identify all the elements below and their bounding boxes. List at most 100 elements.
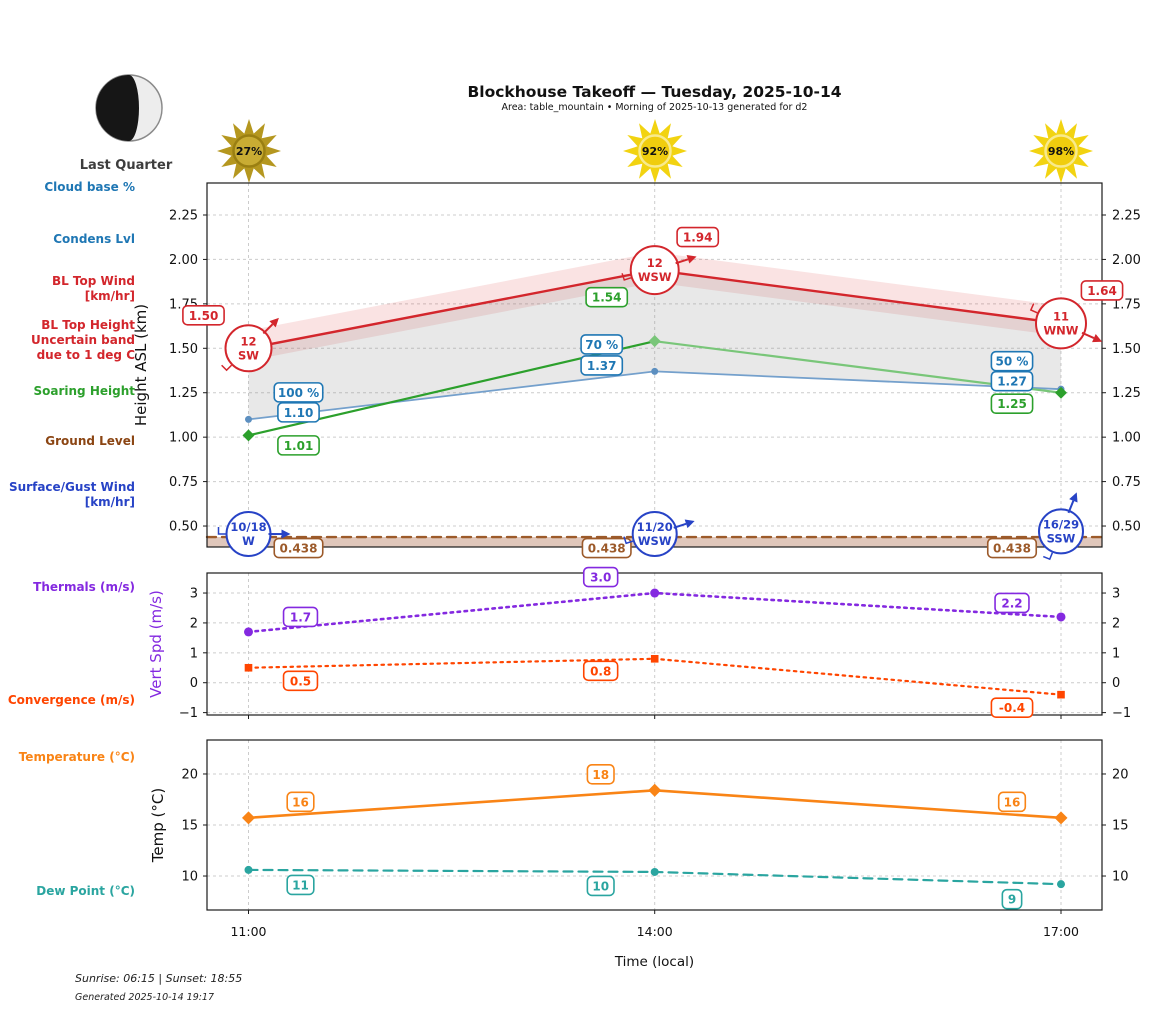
annotation-box-frame — [1001, 888, 1023, 910]
y-tick-label: 0 — [190, 676, 198, 691]
x-tick-label: 14:00 — [637, 924, 673, 939]
annotation-box: 0.438 — [581, 537, 632, 559]
wind-arrow-shaft — [262, 323, 274, 335]
moon-phase-icon — [90, 70, 168, 148]
marker-soaring-height — [648, 335, 661, 348]
annotation-box: 10 — [586, 875, 615, 897]
label-dew-point: Dew Point (°C) — [36, 884, 135, 898]
sun-percent: 98% — [1048, 145, 1074, 158]
y-tick-label: 1.25 — [169, 386, 198, 401]
y-tick-label: −1 — [1112, 706, 1131, 721]
annotation-box-frame — [1080, 280, 1124, 301]
label-ground-level: Ground Level — [45, 434, 135, 448]
marker-temperature — [242, 811, 255, 825]
marker-dew-point — [650, 867, 659, 876]
y-tick-label: 0 — [1112, 676, 1120, 691]
y-tick-label: 1.00 — [1112, 431, 1141, 446]
annotation-box-value: 0.438 — [993, 542, 1031, 556]
wind-arrow-head — [269, 317, 279, 328]
annotation-box-value: 50 % — [996, 355, 1029, 369]
y-tick-label: 20 — [181, 767, 198, 782]
annotation-box-frame — [990, 697, 1034, 718]
annotation-box-value: 70 % — [585, 338, 618, 352]
annotation-box-value: -0.4 — [999, 701, 1025, 715]
wind-arrow-head — [684, 519, 695, 529]
wind-tail — [1029, 303, 1038, 314]
marker-temperature — [1054, 811, 1068, 825]
annotation-box-value: 0.8 — [590, 664, 611, 678]
generated-timestamp: Generated 2025-10-14 19:17 — [75, 992, 215, 1003]
annotation-box-frame — [990, 393, 1034, 415]
annotation-box-value: 10 — [592, 879, 609, 893]
annotation-box-frame — [286, 874, 315, 896]
wind-speed-text: 11/20 — [637, 520, 673, 534]
annotation-box: 16 — [997, 791, 1027, 813]
marker-condens-lvl — [651, 367, 659, 375]
sun-core — [637, 134, 672, 168]
page-subtitle: Area: table_mountain • Morning of 2025-1… — [501, 102, 808, 113]
wind-tail — [217, 527, 226, 535]
x-tick-label: 11:00 — [230, 924, 266, 939]
y-tick-label: 3 — [190, 587, 198, 602]
annotation-box-value: 1.10 — [284, 406, 314, 420]
annotation-box-frame — [282, 670, 319, 692]
annotation-box-value: 0.438 — [588, 542, 626, 556]
annotation-box: 1.01 — [277, 435, 320, 456]
wind-arrow-shaft — [1067, 500, 1075, 514]
annotation-box-frame — [580, 355, 624, 376]
label-condens-lvl: Condens Lvl — [53, 232, 135, 246]
annotation-box-value: 18 — [592, 768, 609, 782]
sun-core — [1044, 134, 1078, 168]
annotation-box: 1.54 — [585, 286, 629, 308]
y-tick-label: 20 — [1112, 767, 1129, 782]
y-tick-label: 1.25 — [1112, 386, 1141, 401]
wind-circle-outline — [629, 245, 680, 296]
sun-percent: 27% — [235, 145, 261, 158]
sun-icon-17:00: 98% — [1029, 119, 1093, 183]
annotation-box-frame — [990, 370, 1034, 392]
annotation-box: 100 % — [273, 382, 324, 403]
y-tick-label: 2 — [190, 616, 198, 631]
y-tick-label: 0.50 — [1112, 520, 1141, 535]
annotation-box: 1.27 — [990, 370, 1034, 392]
label-temperature: Temperature (°C) — [18, 750, 135, 764]
annotation-box-frame — [273, 382, 324, 403]
y-tick-label: 0.75 — [169, 475, 198, 490]
wind-circle-outline — [631, 511, 678, 558]
wind-circle: 10/18W — [217, 511, 291, 558]
annotation-box: -0.4 — [990, 697, 1034, 718]
annotation-box-frame — [182, 304, 225, 326]
annotation-box-frame — [990, 350, 1034, 372]
annotation-box: 0.5 — [282, 670, 319, 692]
wind-speed-text: 12 — [240, 334, 256, 348]
page-title: Blockhouse Takeoff — Tuesday, 2025-10-14 — [467, 83, 842, 101]
wind-direction-text: WSW — [638, 270, 672, 284]
wind-tail — [1042, 552, 1054, 561]
annotation-box-frame — [581, 537, 632, 559]
wind-arrow-head — [686, 254, 697, 264]
annotation-box-frame — [273, 537, 324, 559]
y-tick-label: 2.25 — [169, 208, 198, 223]
marker-convergence — [244, 663, 253, 672]
marker-convergence — [650, 654, 659, 663]
annotation-box-value: 3.0 — [590, 571, 611, 585]
annotation-box-value: 1.7 — [290, 610, 311, 624]
annotation-box: 1.25 — [990, 393, 1034, 415]
label-convergence: Convergence (m/s) — [7, 693, 135, 707]
annotation-box: 3.0 — [582, 566, 619, 588]
annotation-box: 9 — [1001, 888, 1023, 910]
annotation-box-frame — [586, 764, 615, 785]
annotation-box: 18 — [586, 764, 615, 785]
annotation-box-value: 16 — [1004, 795, 1021, 809]
annotation-box-frame — [277, 435, 320, 456]
annotation-box-value: 9 — [1008, 893, 1016, 907]
annotation-box: 16 — [286, 791, 315, 813]
sun-percent: 92% — [642, 145, 668, 158]
wind-arrow-shaft — [675, 258, 689, 265]
wind-circle-outline — [1038, 508, 1084, 555]
marker-dew-point — [1057, 880, 1065, 889]
wind-arrow-head — [1092, 333, 1103, 343]
annotation-box-value: 0.438 — [280, 542, 318, 556]
